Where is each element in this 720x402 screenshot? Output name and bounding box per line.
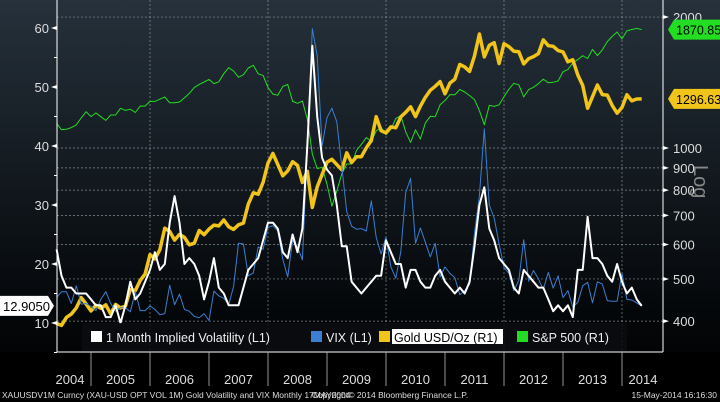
last-value-text: 1870.85 xyxy=(676,24,720,38)
series-lines xyxy=(55,27,643,328)
gridlines xyxy=(57,0,663,352)
legend: 1 Month Implied Volatility (L1) VIX (L1) G… xyxy=(82,323,627,351)
right-tick-label: 500 xyxy=(673,272,695,287)
right-tick-arrow xyxy=(663,319,669,324)
footer-left: XAUUSDV1M Curncy (XAU-USD OPT VOL 1M) Go… xyxy=(2,390,351,400)
left-tick-label: 10 xyxy=(35,316,49,331)
left-tick-arrow xyxy=(51,262,57,266)
legend-item: S&P 500 (R1) xyxy=(517,331,609,345)
x-tick-label: 2013 xyxy=(578,372,607,387)
last-value-tag xyxy=(668,19,720,40)
right-tick-label: 600 xyxy=(673,238,695,253)
series-line-0 xyxy=(55,44,643,324)
last-value-text: 12.9050 xyxy=(3,299,50,314)
right-tick-label: 400 xyxy=(673,314,695,329)
last-value-text: 1296.63 xyxy=(676,93,720,107)
x-tick-label: 2014 xyxy=(629,372,658,387)
x-tick-label: 2006 xyxy=(165,372,194,387)
x-tick-label: 2005 xyxy=(106,372,135,387)
legend-box xyxy=(82,323,627,351)
x-tick-label: 2010 xyxy=(401,372,430,387)
last-value-labels: 12.9050 1296.63 1870.85 xyxy=(0,19,720,316)
axes: 10203040506040050060070080090010002000Lo… xyxy=(35,0,711,387)
right-tick-arrow xyxy=(663,146,669,150)
x-tick-label: 2007 xyxy=(224,372,253,387)
left-tick-label: 20 xyxy=(35,257,49,272)
left-tick-label: 40 xyxy=(35,139,49,154)
left-tick-arrow xyxy=(51,203,57,207)
legend-item: Gold USD/Oz (R1) xyxy=(379,329,503,345)
right-tick-arrow xyxy=(663,188,669,193)
right-axis-label: Log xyxy=(689,165,711,198)
right-tick-label: 1000 xyxy=(673,141,702,156)
x-tick-label: 2004 xyxy=(56,372,85,387)
left-tick-label: 30 xyxy=(35,198,49,213)
left-tick-label: 60 xyxy=(35,21,49,36)
left-tick-arrow xyxy=(51,144,57,148)
legend-swatch xyxy=(91,331,102,342)
legend-highlight xyxy=(392,329,503,344)
legend-label: 1 Month Implied Volatility (L1) xyxy=(106,331,270,345)
last-value-tag xyxy=(668,88,720,109)
left-tick-label: 50 xyxy=(35,80,49,95)
right-tick-arrow xyxy=(663,165,669,170)
series-line-3 xyxy=(56,27,642,207)
left-tick-arrow xyxy=(51,321,57,325)
series-line-1 xyxy=(56,28,642,322)
right-tick-label: 900 xyxy=(673,161,695,176)
x-tick-label: 2009 xyxy=(342,372,371,387)
legend-label: Gold USD/Oz (R1) xyxy=(394,331,498,345)
x-tick-label: 2012 xyxy=(519,372,548,387)
legend-swatch xyxy=(379,331,390,342)
right-tick-arrow xyxy=(663,276,669,281)
left-tick-arrow xyxy=(51,26,57,30)
right-tick-label: 800 xyxy=(673,183,695,198)
x-tick-label: 2008 xyxy=(283,372,312,387)
legend-label: VIX (L1) xyxy=(326,331,372,345)
right-tick-label: 700 xyxy=(673,208,695,223)
footer-center: Copyright© 2014 Bloomberg Finance L.P. xyxy=(312,390,468,400)
right-tick-arrow xyxy=(663,213,669,218)
legend-label: S&P 500 (R1) xyxy=(532,331,609,345)
xaxis-band xyxy=(0,352,720,402)
legend-swatch xyxy=(311,331,322,342)
x-tick-label: 2011 xyxy=(461,372,489,387)
left-tick-arrow xyxy=(51,85,57,89)
legend-item: 1 Month Implied Volatility (L1) xyxy=(91,331,270,345)
right-tick-arrow xyxy=(663,242,669,247)
legend-swatch xyxy=(517,331,528,342)
last-value-tag xyxy=(0,295,54,316)
right-tick-arrow xyxy=(663,15,669,20)
legend-item: VIX (L1) xyxy=(311,331,372,345)
footer-right: 15-May-2014 16:16:30 xyxy=(631,390,717,400)
